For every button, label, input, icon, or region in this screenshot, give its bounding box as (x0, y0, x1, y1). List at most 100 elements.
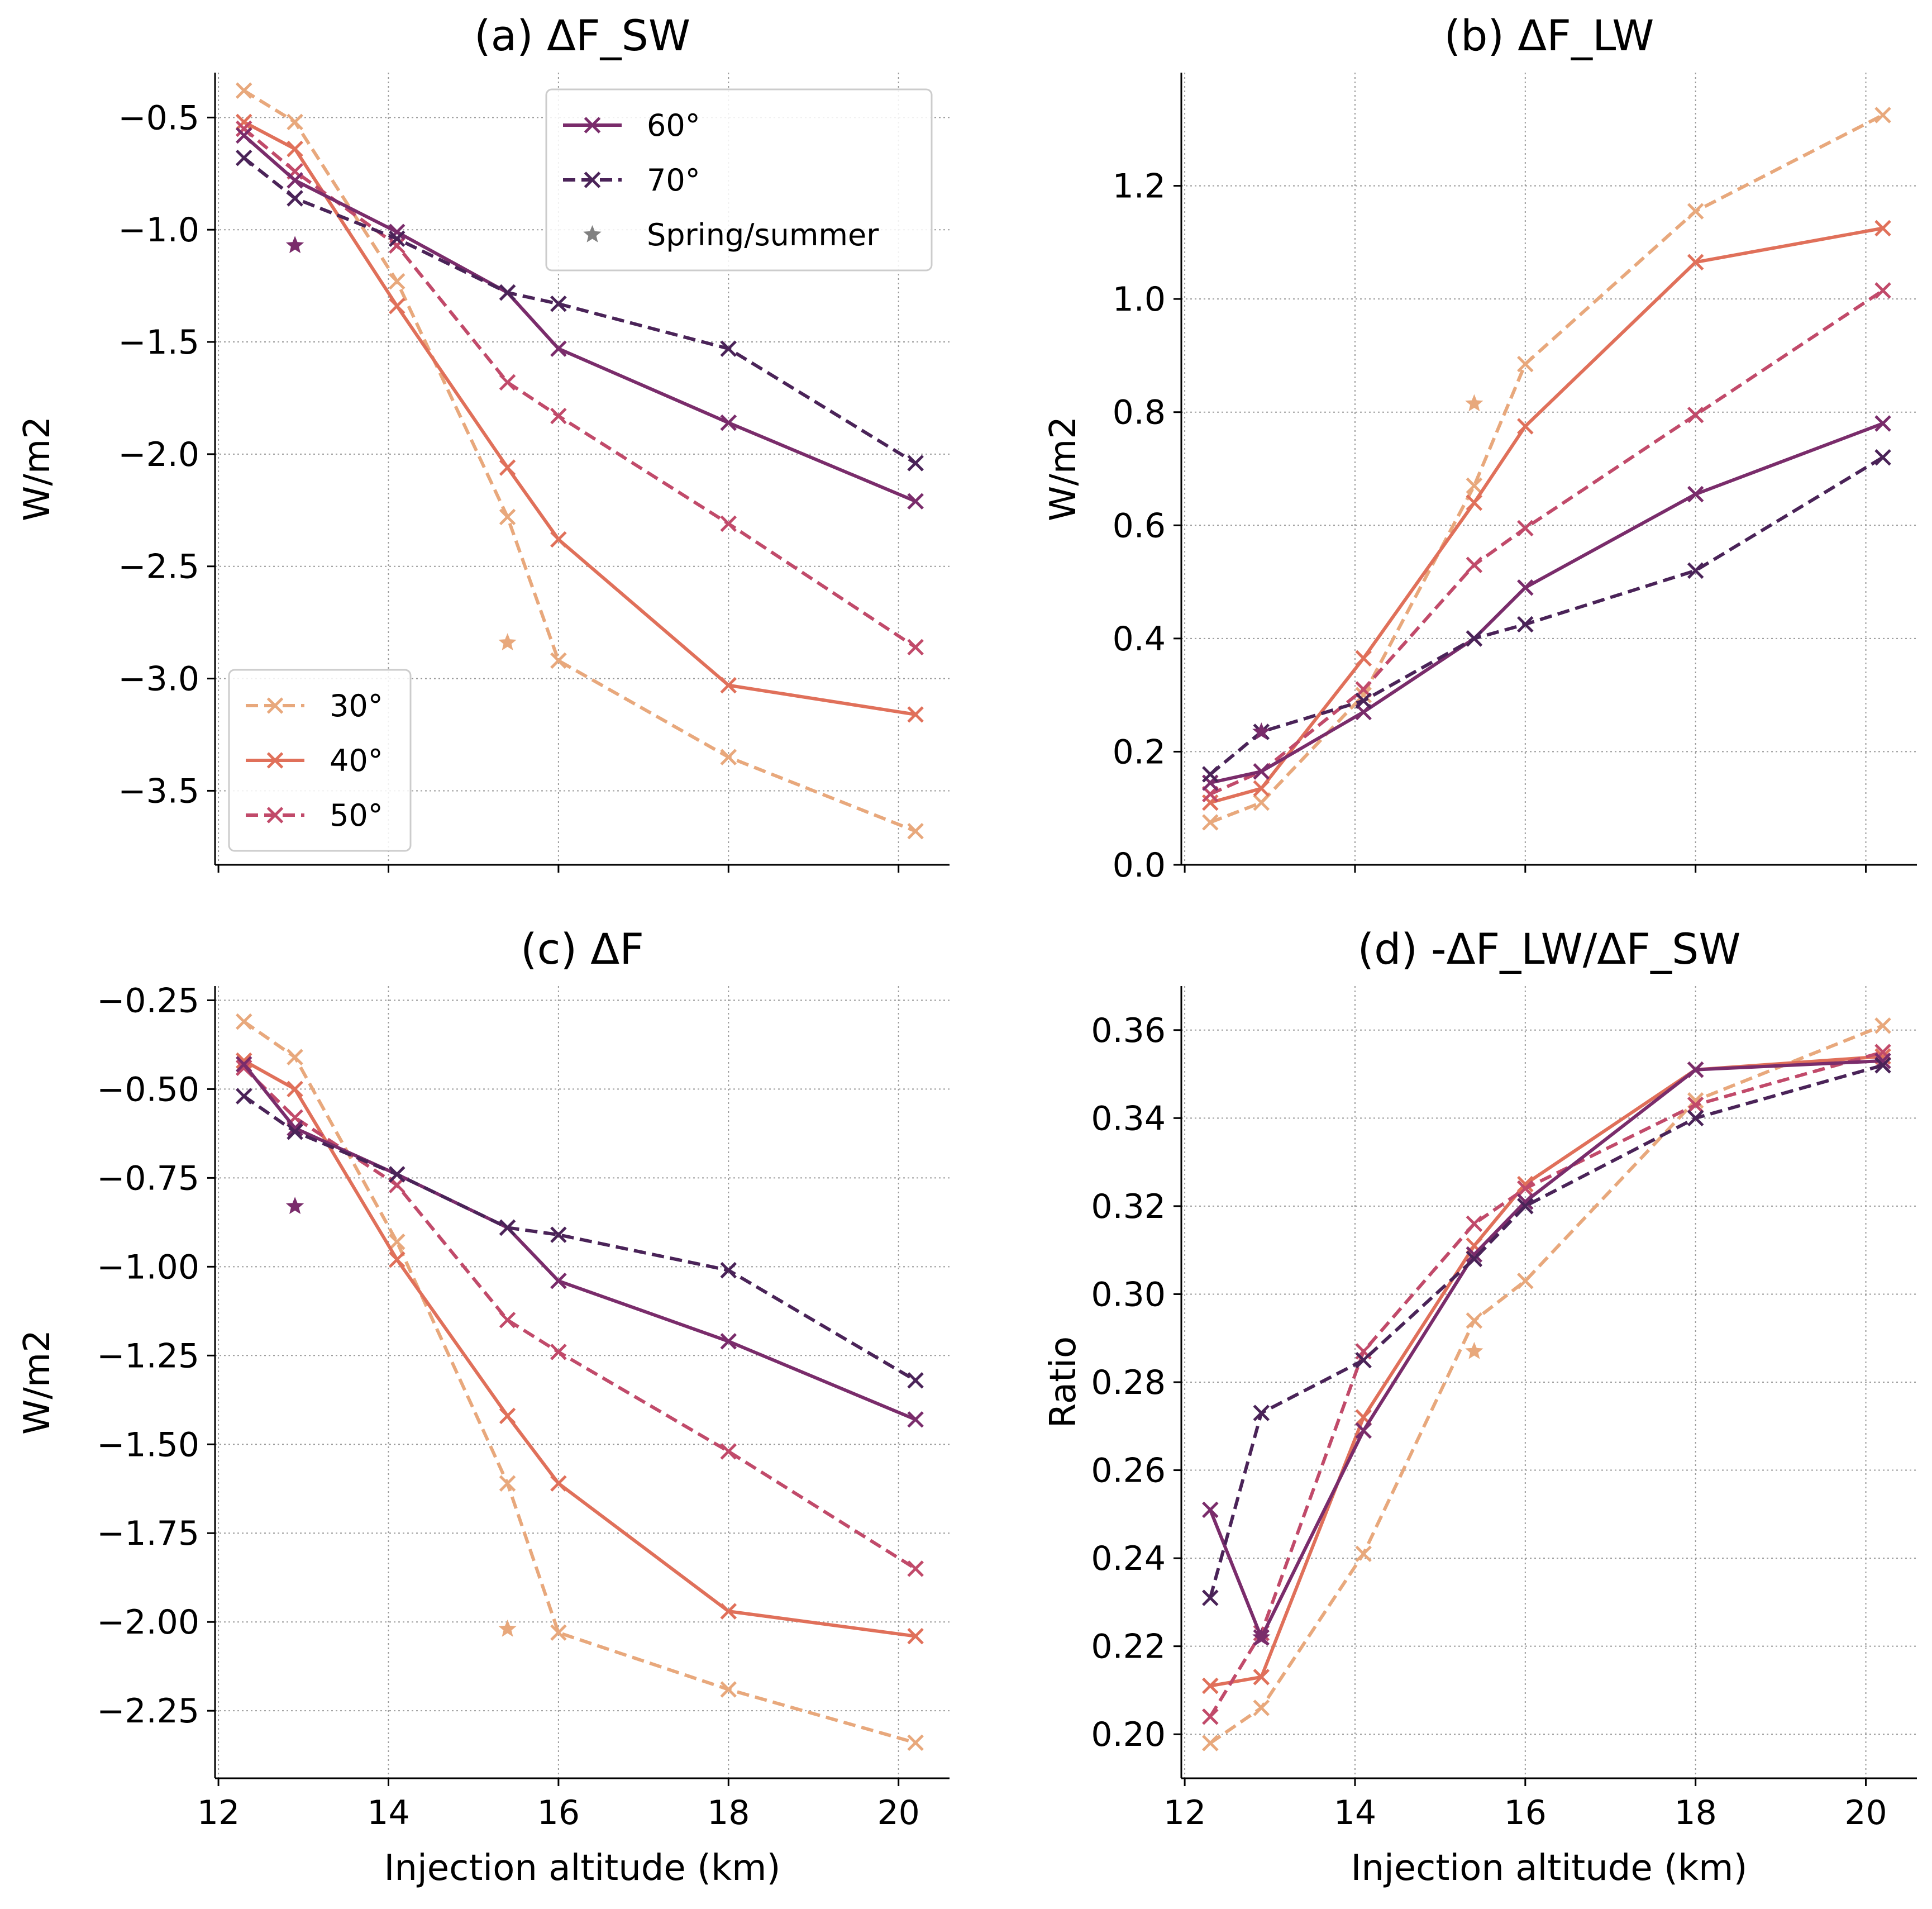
data-point (235, 82, 252, 99)
data-point (550, 1475, 567, 1492)
data-point (388, 1251, 406, 1268)
data-point (499, 1311, 516, 1329)
x-tick-label: 14 (367, 1793, 409, 1832)
legend-marker (266, 807, 284, 823)
y-tick-label: −2.0 (118, 435, 199, 474)
data-point (1253, 1669, 1270, 1686)
data-point (550, 652, 567, 669)
y-tick-label: −1.50 (97, 1425, 199, 1464)
data-point (907, 1411, 924, 1428)
data-point (388, 230, 406, 247)
data-point (1687, 1096, 1704, 1113)
series-line-40 (243, 1059, 916, 1638)
y-tick-label: 0.28 (1091, 1363, 1166, 1402)
series-30 (1202, 1017, 1891, 1751)
series-70 (235, 1088, 924, 1389)
series-30 (235, 82, 924, 840)
data-point (1687, 407, 1704, 423)
data-point (1874, 415, 1891, 432)
data-point (499, 1407, 516, 1425)
data-point (1517, 1198, 1534, 1215)
panel-title: (a) ΔF_SW (474, 11, 690, 60)
x-tick-label: 12 (1163, 1793, 1206, 1832)
y-tick-label: 0.2 (1113, 732, 1166, 772)
data-point (287, 140, 303, 158)
data-point (1874, 282, 1891, 299)
data-point (907, 1627, 924, 1645)
y-axis-label: Ratio (1043, 1336, 1084, 1428)
data-point (1687, 203, 1704, 220)
data-point (1517, 616, 1534, 633)
legend-marker (266, 752, 284, 769)
x-tick-label: 12 (197, 1793, 240, 1832)
data-point (907, 1372, 924, 1389)
y-tick-label: 0.22 (1091, 1627, 1166, 1667)
series-50 (1202, 282, 1891, 803)
data-point (235, 127, 252, 144)
x-tick-label: 14 (1334, 1793, 1376, 1832)
y-tick-label: −1.0 (118, 211, 199, 250)
y-tick-label: 0.24 (1091, 1539, 1166, 1578)
data-point (720, 340, 737, 357)
data-point (550, 1226, 567, 1243)
data-point (550, 1273, 567, 1289)
series-70 (1202, 1057, 1891, 1606)
data-point (907, 639, 924, 656)
series-line-50 (1209, 289, 1884, 796)
legend-box (228, 669, 412, 852)
legend-entry-label: Spring/summer (647, 217, 879, 253)
legend-entry-label: 50° (330, 798, 383, 833)
data-point (388, 1166, 406, 1183)
data-point (1466, 494, 1483, 511)
series-line-30 (1209, 1024, 1884, 1745)
data-point (1253, 1699, 1270, 1716)
data-point (235, 1056, 252, 1073)
data-point (1466, 630, 1483, 647)
series-line-30 (242, 1020, 916, 1745)
y-axis-label: W/m2 (17, 1330, 58, 1435)
data-point (1466, 556, 1483, 573)
data-point (550, 295, 567, 312)
legend-lower-left: 30° 40° 50° (228, 669, 412, 852)
series-40 (1202, 1048, 1891, 1694)
panel-d: 12 14 16 18 20 0.20 0.22 0.24 0.26 0.28 0.30 0.32 0.… (1043, 924, 1917, 1889)
x-tick-label: 18 (1675, 1793, 1717, 1832)
y-tick-label: 0.36 (1091, 1011, 1166, 1050)
legend-marker (584, 117, 601, 134)
data-point (1355, 1351, 1372, 1369)
data-point (1687, 254, 1704, 271)
data-point (1687, 562, 1704, 579)
data-point (720, 677, 737, 694)
y-tick-label: 0.0 (1113, 846, 1166, 885)
y-tick-label: 0.26 (1091, 1451, 1166, 1491)
data-point (499, 508, 516, 526)
data-point (1687, 1061, 1704, 1078)
spring-summer-star (1252, 722, 1271, 740)
data-point (1517, 1193, 1534, 1210)
y-axis-label: W/m2 (17, 416, 58, 521)
data-point (1874, 220, 1891, 237)
y-tick-label: 1.2 (1113, 167, 1166, 206)
series-40 (235, 1052, 924, 1645)
x-axis-label: Injection altitude (km) (384, 1848, 781, 1889)
spring-summer-star (498, 633, 517, 651)
x-tick-label: 18 (707, 1793, 750, 1832)
data-point (1253, 794, 1270, 811)
y-tick-label: −2.00 (97, 1603, 199, 1642)
x-tick-label: 16 (1504, 1793, 1547, 1832)
y-tick-label: 0.8 (1113, 393, 1166, 432)
data-point (1466, 477, 1483, 494)
y-tick-label: −0.5 (118, 98, 199, 137)
y-tick-label: 0.6 (1113, 506, 1166, 545)
data-point (1517, 1273, 1534, 1289)
data-point (287, 190, 303, 207)
data-point (720, 1261, 737, 1279)
series-line-70 (242, 1094, 917, 1382)
y-tick-label: −1.5 (118, 323, 199, 362)
y-tick-label: −2.5 (118, 548, 199, 587)
data-point (1202, 1708, 1219, 1725)
legend-box (545, 88, 933, 272)
data-point (1202, 814, 1219, 831)
data-point (1253, 763, 1270, 780)
